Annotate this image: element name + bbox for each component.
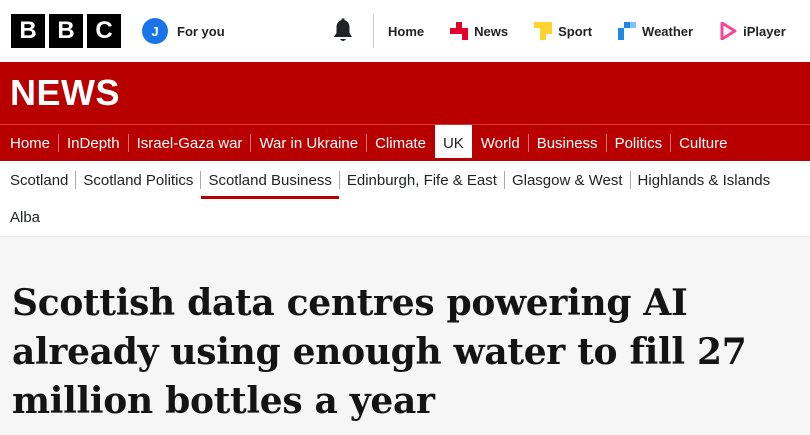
sub-nav-glasgow[interactable]: Glasgow & West: [511, 171, 623, 189]
topnav-home-label: Home: [388, 23, 425, 39]
section-nav-home[interactable]: Home: [10, 134, 51, 152]
nav-separator: [75, 171, 77, 189]
section-nav-climate[interactable]: Climate: [375, 134, 426, 152]
section-nav-business[interactable]: Business: [536, 134, 598, 152]
nav-separator: [670, 134, 672, 152]
bbc-logo-letter: B: [49, 14, 83, 48]
bbc-logo[interactable]: B B C: [11, 14, 121, 48]
nav-separator: [366, 134, 368, 152]
section-nav-uk[interactable]: UK: [434, 125, 472, 161]
topnav-home[interactable]: Home: [388, 24, 424, 39]
sub-nav-alba[interactable]: Alba: [10, 209, 41, 226]
topnav-weather-label: Weather: [642, 23, 694, 39]
article-headline: Scottish data centres powering AI alread…: [12, 282, 747, 422]
bell-icon[interactable]: [331, 18, 355, 44]
bbc-logo-letter: B: [11, 14, 45, 48]
section-nav-world[interactable]: World: [480, 134, 520, 152]
section-nav-ukraine[interactable]: War in Ukraine: [259, 134, 359, 152]
section-nav-culture[interactable]: Culture: [679, 134, 728, 152]
top-bar: B B C J For you Home News: [0, 0, 810, 62]
news-icon: [450, 22, 469, 40]
nav-separator: [250, 134, 252, 152]
for-you-button[interactable]: J For you: [142, 18, 225, 44]
nav-separator: [127, 134, 129, 152]
topnav-sport[interactable]: Sport: [534, 22, 592, 40]
sport-icon: [534, 22, 553, 40]
sub-nav-scotland-business[interactable]: Scotland Business: [201, 161, 340, 199]
sub-nav-row: Alba: [0, 199, 810, 236]
iplayer-icon: [720, 22, 737, 40]
top-nav: Home News Sport Weat: [388, 0, 810, 62]
news-banner: NEWS: [0, 62, 810, 124]
section-nav-israel-gaza[interactable]: Israel-Gaza war: [136, 134, 243, 152]
nav-separator: [629, 171, 631, 189]
sub-nav-scotland[interactable]: Scotland: [10, 171, 69, 189]
sub-nav-scotland-politics[interactable]: Scotland Politics: [83, 171, 194, 189]
avatar: J: [142, 18, 168, 44]
topnav-news[interactable]: News: [450, 22, 508, 40]
section-nav-politics[interactable]: Politics: [614, 134, 663, 152]
weather-icon: [618, 22, 637, 40]
topnav-sport-label: Sport: [558, 23, 593, 39]
sub-nav-edinburgh[interactable]: Edinburgh, Fife & East: [346, 171, 497, 189]
news-logo[interactable]: NEWS: [10, 72, 120, 113]
topnav-iplayer-label: iPlayer: [743, 23, 786, 39]
top-divider: [373, 14, 374, 48]
topnav-news-label: News: [474, 23, 509, 39]
sub-nav-row: Scotland Scotland Politics Scotland Busi…: [0, 161, 810, 199]
for-you-label: For you: [177, 23, 225, 39]
nav-separator: [338, 171, 340, 189]
section-nav: Home InDepth Israel-Gaza war War in Ukra…: [0, 124, 810, 161]
bbc-logo-letter: C: [87, 14, 121, 48]
nav-separator: [503, 171, 505, 189]
nav-separator: [200, 171, 202, 189]
nav-separator: [58, 134, 60, 152]
sub-nav: Scotland Scotland Politics Scotland Busi…: [0, 161, 810, 237]
nav-separator: [527, 134, 529, 152]
section-nav-indepth[interactable]: InDepth: [67, 134, 120, 152]
topnav-iplayer[interactable]: iPlayer: [719, 22, 786, 40]
nav-separator: [605, 134, 607, 152]
article-header: Scottish data centres powering AI alread…: [0, 237, 810, 435]
topnav-weather[interactable]: Weather: [618, 22, 693, 40]
sub-nav-highlands[interactable]: Highlands & Islands: [637, 171, 771, 189]
